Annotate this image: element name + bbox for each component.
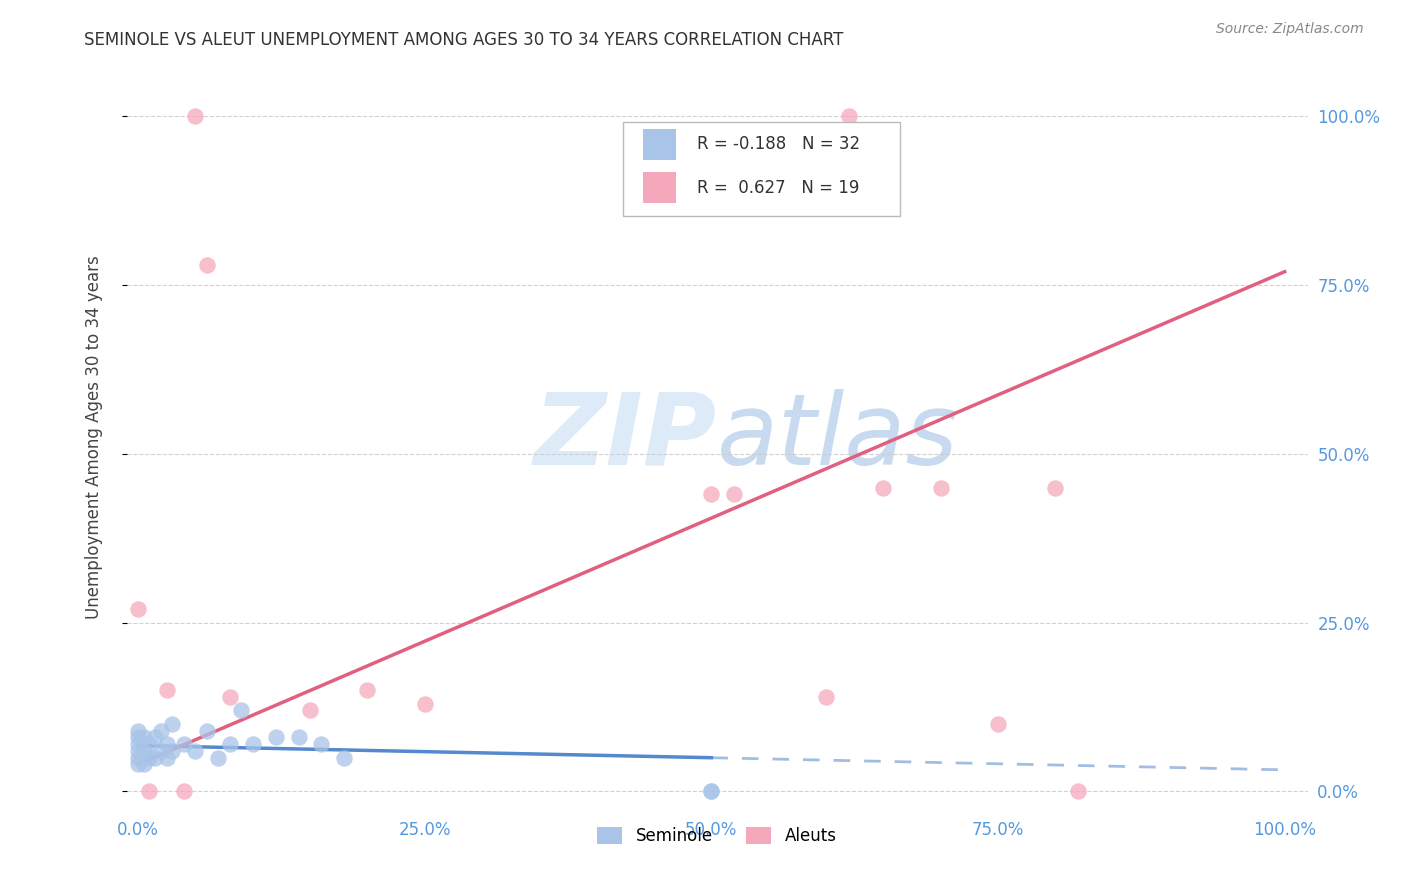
Point — [138, 784, 160, 798]
Point — [987, 717, 1010, 731]
Point — [242, 737, 264, 751]
Point — [127, 731, 149, 745]
Point — [287, 731, 309, 745]
Point — [162, 717, 184, 731]
Point — [132, 744, 155, 758]
Point — [162, 744, 184, 758]
Text: Source: ZipAtlas.com: Source: ZipAtlas.com — [1216, 22, 1364, 37]
Point — [149, 723, 172, 738]
Text: R =  0.627   N = 19: R = 0.627 N = 19 — [697, 178, 859, 196]
Point — [700, 784, 723, 798]
Point — [143, 731, 166, 745]
Point — [872, 481, 894, 495]
Point — [138, 750, 160, 764]
Point — [298, 703, 321, 717]
Point — [127, 602, 149, 616]
Point — [231, 703, 253, 717]
Point — [333, 750, 356, 764]
Point — [700, 784, 723, 798]
Y-axis label: Unemployment Among Ages 30 to 34 years: Unemployment Among Ages 30 to 34 years — [84, 255, 103, 619]
Point — [173, 784, 195, 798]
Point — [264, 731, 287, 745]
Point — [127, 723, 149, 738]
Point — [127, 750, 149, 764]
Point — [132, 731, 155, 745]
Point — [138, 737, 160, 751]
Point — [814, 690, 837, 704]
Point — [127, 737, 149, 751]
Point — [143, 750, 166, 764]
Point — [413, 697, 436, 711]
FancyBboxPatch shape — [643, 172, 676, 203]
Legend: Seminole, Aleuts: Seminole, Aleuts — [591, 821, 844, 852]
Point — [1067, 784, 1090, 798]
Point — [356, 683, 378, 698]
Point — [218, 690, 240, 704]
Text: ZIP: ZIP — [534, 389, 717, 485]
Point — [156, 750, 179, 764]
Point — [127, 744, 149, 758]
Point — [195, 723, 218, 738]
Point — [184, 110, 207, 124]
Point — [311, 737, 333, 751]
Point — [929, 481, 952, 495]
Point — [1045, 481, 1067, 495]
Point — [156, 737, 179, 751]
Point — [173, 737, 195, 751]
FancyBboxPatch shape — [643, 128, 676, 161]
Point — [218, 737, 240, 751]
Point — [207, 750, 229, 764]
Point — [132, 757, 155, 772]
Text: SEMINOLE VS ALEUT UNEMPLOYMENT AMONG AGES 30 TO 34 YEARS CORRELATION CHART: SEMINOLE VS ALEUT UNEMPLOYMENT AMONG AGE… — [84, 31, 844, 49]
Point — [127, 757, 149, 772]
Point — [195, 258, 218, 272]
Point — [149, 744, 172, 758]
FancyBboxPatch shape — [623, 122, 900, 216]
Point — [156, 683, 179, 698]
Point — [838, 110, 860, 124]
Point — [700, 487, 723, 501]
Point — [723, 487, 745, 501]
Point — [184, 744, 207, 758]
Text: atlas: atlas — [717, 389, 959, 485]
Text: R = -0.188   N = 32: R = -0.188 N = 32 — [697, 136, 860, 153]
